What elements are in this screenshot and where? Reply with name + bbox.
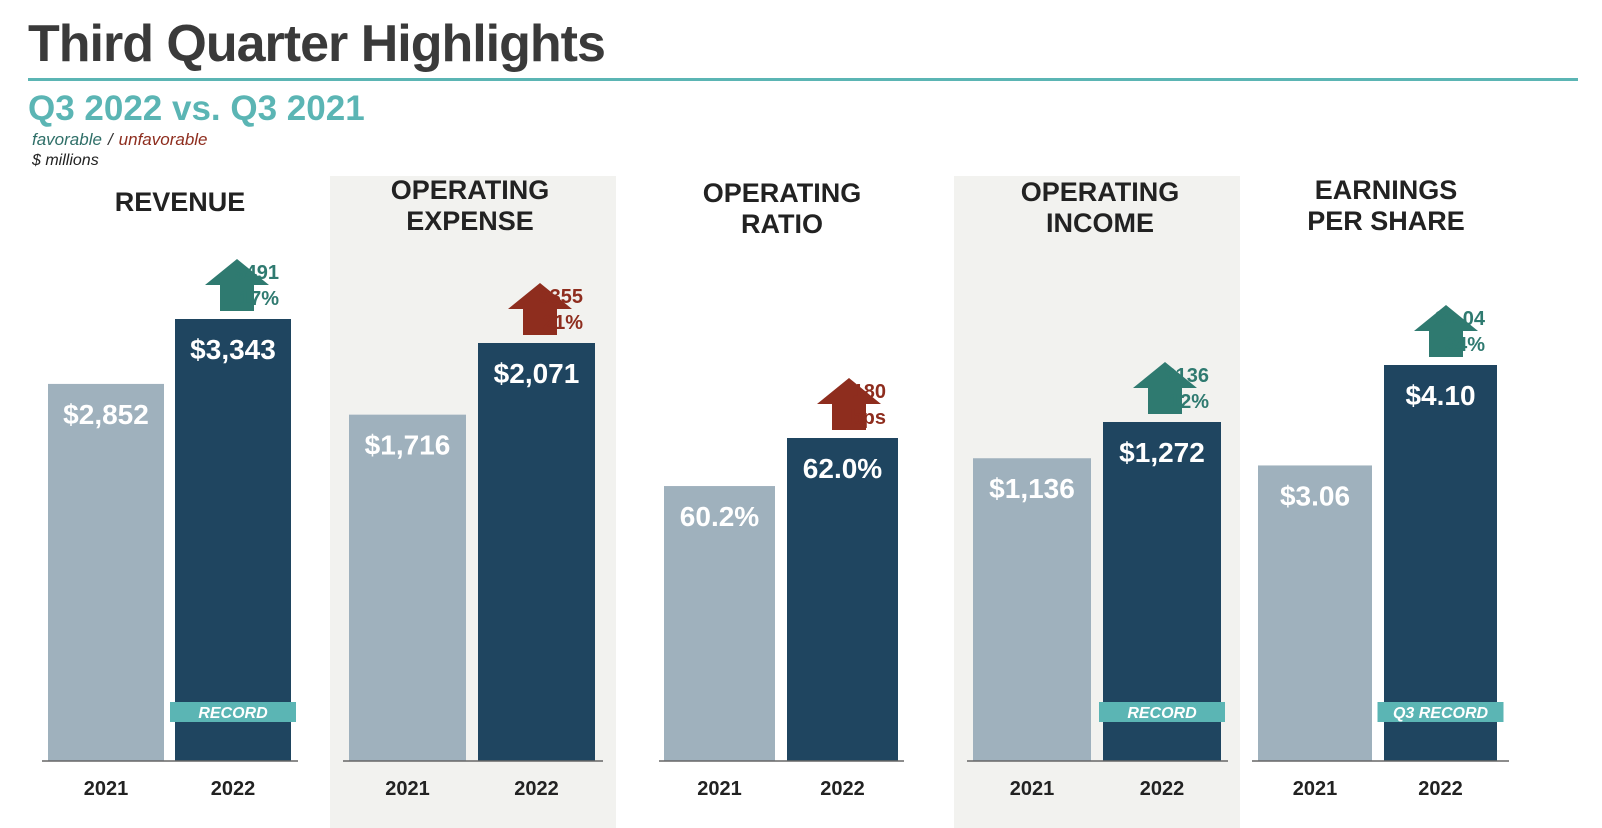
- favorability-legend: favorable / unfavorable: [32, 130, 208, 150]
- x-tick-label: 2022: [514, 778, 559, 800]
- bar-value-label: $1,716: [365, 430, 451, 461]
- change-arrow-icon: [508, 283, 572, 335]
- panel-title-line: PER SHARE: [1307, 206, 1465, 236]
- bar-earnings-per-share-2021: [1258, 465, 1372, 761]
- change-arrow-icon: [1414, 305, 1478, 357]
- change-label: $136: [1165, 365, 1210, 387]
- title-rule: [28, 78, 1578, 81]
- panel-title-line: REVENUE: [115, 187, 246, 217]
- page-title: Third Quarter Highlights: [28, 15, 606, 73]
- change-label: 180: [853, 381, 886, 403]
- bar-value-label: 60.2%: [680, 501, 759, 532]
- change-label: 17%: [239, 288, 279, 310]
- change-arrow-icon: [817, 378, 881, 430]
- panel-title-line: EARNINGS: [1315, 175, 1458, 205]
- panel-title-line: OPERATING: [391, 175, 550, 205]
- bar-revenue-2021: [48, 383, 164, 761]
- bar-value-label: $4.10: [1405, 380, 1475, 411]
- record-badge: [170, 702, 296, 722]
- bar-operating-income-2021: [973, 458, 1091, 761]
- x-tick-label: 2022: [1140, 778, 1185, 800]
- bar-value-label: $1,136: [989, 473, 1075, 504]
- panel-title-line: EXPENSE: [406, 206, 534, 236]
- bar-value-label: $3.06: [1280, 480, 1350, 511]
- x-tick-label: 2021: [84, 778, 129, 800]
- panel-title-line: OPERATING: [703, 178, 862, 208]
- change-arrow-icon: [205, 259, 269, 311]
- bar-operating-ratio-2021: [664, 486, 775, 761]
- record-badge: [1377, 702, 1504, 722]
- change-label: 21%: [543, 312, 583, 334]
- x-tick-label: 2021: [1010, 778, 1055, 800]
- panel-title-revenue: REVENUE: [115, 187, 246, 217]
- bar-value-label: $2,071: [494, 358, 580, 389]
- panel-title-line: INCOME: [1046, 208, 1154, 238]
- bar-revenue-2022: [175, 319, 291, 761]
- panel-title-line: OPERATING: [1021, 177, 1180, 207]
- change-label: bps: [850, 407, 886, 429]
- change-label: $1.04: [1435, 308, 1486, 330]
- x-tick-label: 2021: [697, 778, 742, 800]
- panel-title-line: RATIO: [741, 209, 823, 239]
- record-badge-label: RECORD: [198, 705, 268, 722]
- legend-favorable: favorable: [32, 130, 102, 149]
- x-tick-label: 2021: [385, 778, 430, 800]
- bar-value-label: 62.0%: [803, 453, 882, 484]
- change-arrow-icon: [1133, 362, 1197, 414]
- bar-value-label: $2,852: [63, 399, 149, 430]
- panel-title-operating-ratio: OPERATING RATIO: [703, 178, 862, 239]
- legend-unfavorable: unfavorable: [118, 130, 208, 149]
- panel-title-operating-income: OPERATING INCOME: [1021, 177, 1180, 238]
- x-tick-label: 2022: [211, 778, 256, 800]
- panel-title-operating-expense: OPERATING EXPENSE: [391, 175, 550, 236]
- bar-earnings-per-share-2022: [1384, 365, 1497, 761]
- change-label: 12%: [1169, 391, 1209, 413]
- change-label: $355: [539, 286, 584, 308]
- record-badge-label: RECORD: [1127, 705, 1197, 722]
- x-tick-label: 2021: [1293, 778, 1338, 800]
- bar-operating-expense-2021: [349, 414, 466, 761]
- legend-separator: /: [107, 130, 113, 149]
- page-subtitle: Q3 2022 vs. Q3 2021: [28, 89, 365, 128]
- record-badge-label: Q3 RECORD: [1393, 705, 1489, 722]
- panel-title-earnings-per-share: EARNINGS PER SHARE: [1307, 175, 1465, 236]
- change-label: 34%: [1445, 334, 1485, 356]
- bar-value-label: $3,343: [190, 334, 276, 365]
- bar-operating-expense-2022: [478, 343, 595, 761]
- bar-value-label: $1,272: [1119, 437, 1205, 468]
- record-badge: [1099, 702, 1225, 722]
- units-note: $ millions: [32, 152, 99, 169]
- x-tick-label: 2022: [1418, 778, 1463, 800]
- change-label: $491: [235, 262, 280, 284]
- bar-operating-ratio-2022: [787, 438, 898, 761]
- x-tick-label: 2022: [820, 778, 865, 800]
